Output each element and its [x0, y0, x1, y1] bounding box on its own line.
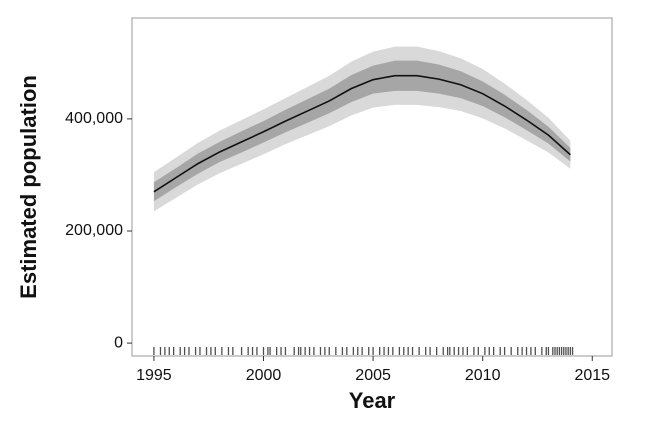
x-axis-title: Year — [349, 388, 396, 413]
plot-frame — [131, 17, 613, 357]
y-axis-title: Estimated population — [16, 75, 41, 299]
x-tick-label: 2000 — [246, 367, 282, 384]
confidence-band — [153, 60, 571, 202]
y-tick-label: 200,000 — [65, 222, 123, 239]
x-tick-label: 2015 — [574, 367, 610, 384]
x-tick-label: 2010 — [465, 367, 501, 384]
x-tick-label: 1995 — [136, 367, 172, 384]
line — [153, 74, 571, 193]
x-tick-label: 2005 — [355, 367, 391, 384]
y-tick-label: 400,000 — [65, 110, 123, 127]
y-tick-label: 0 — [114, 334, 123, 351]
